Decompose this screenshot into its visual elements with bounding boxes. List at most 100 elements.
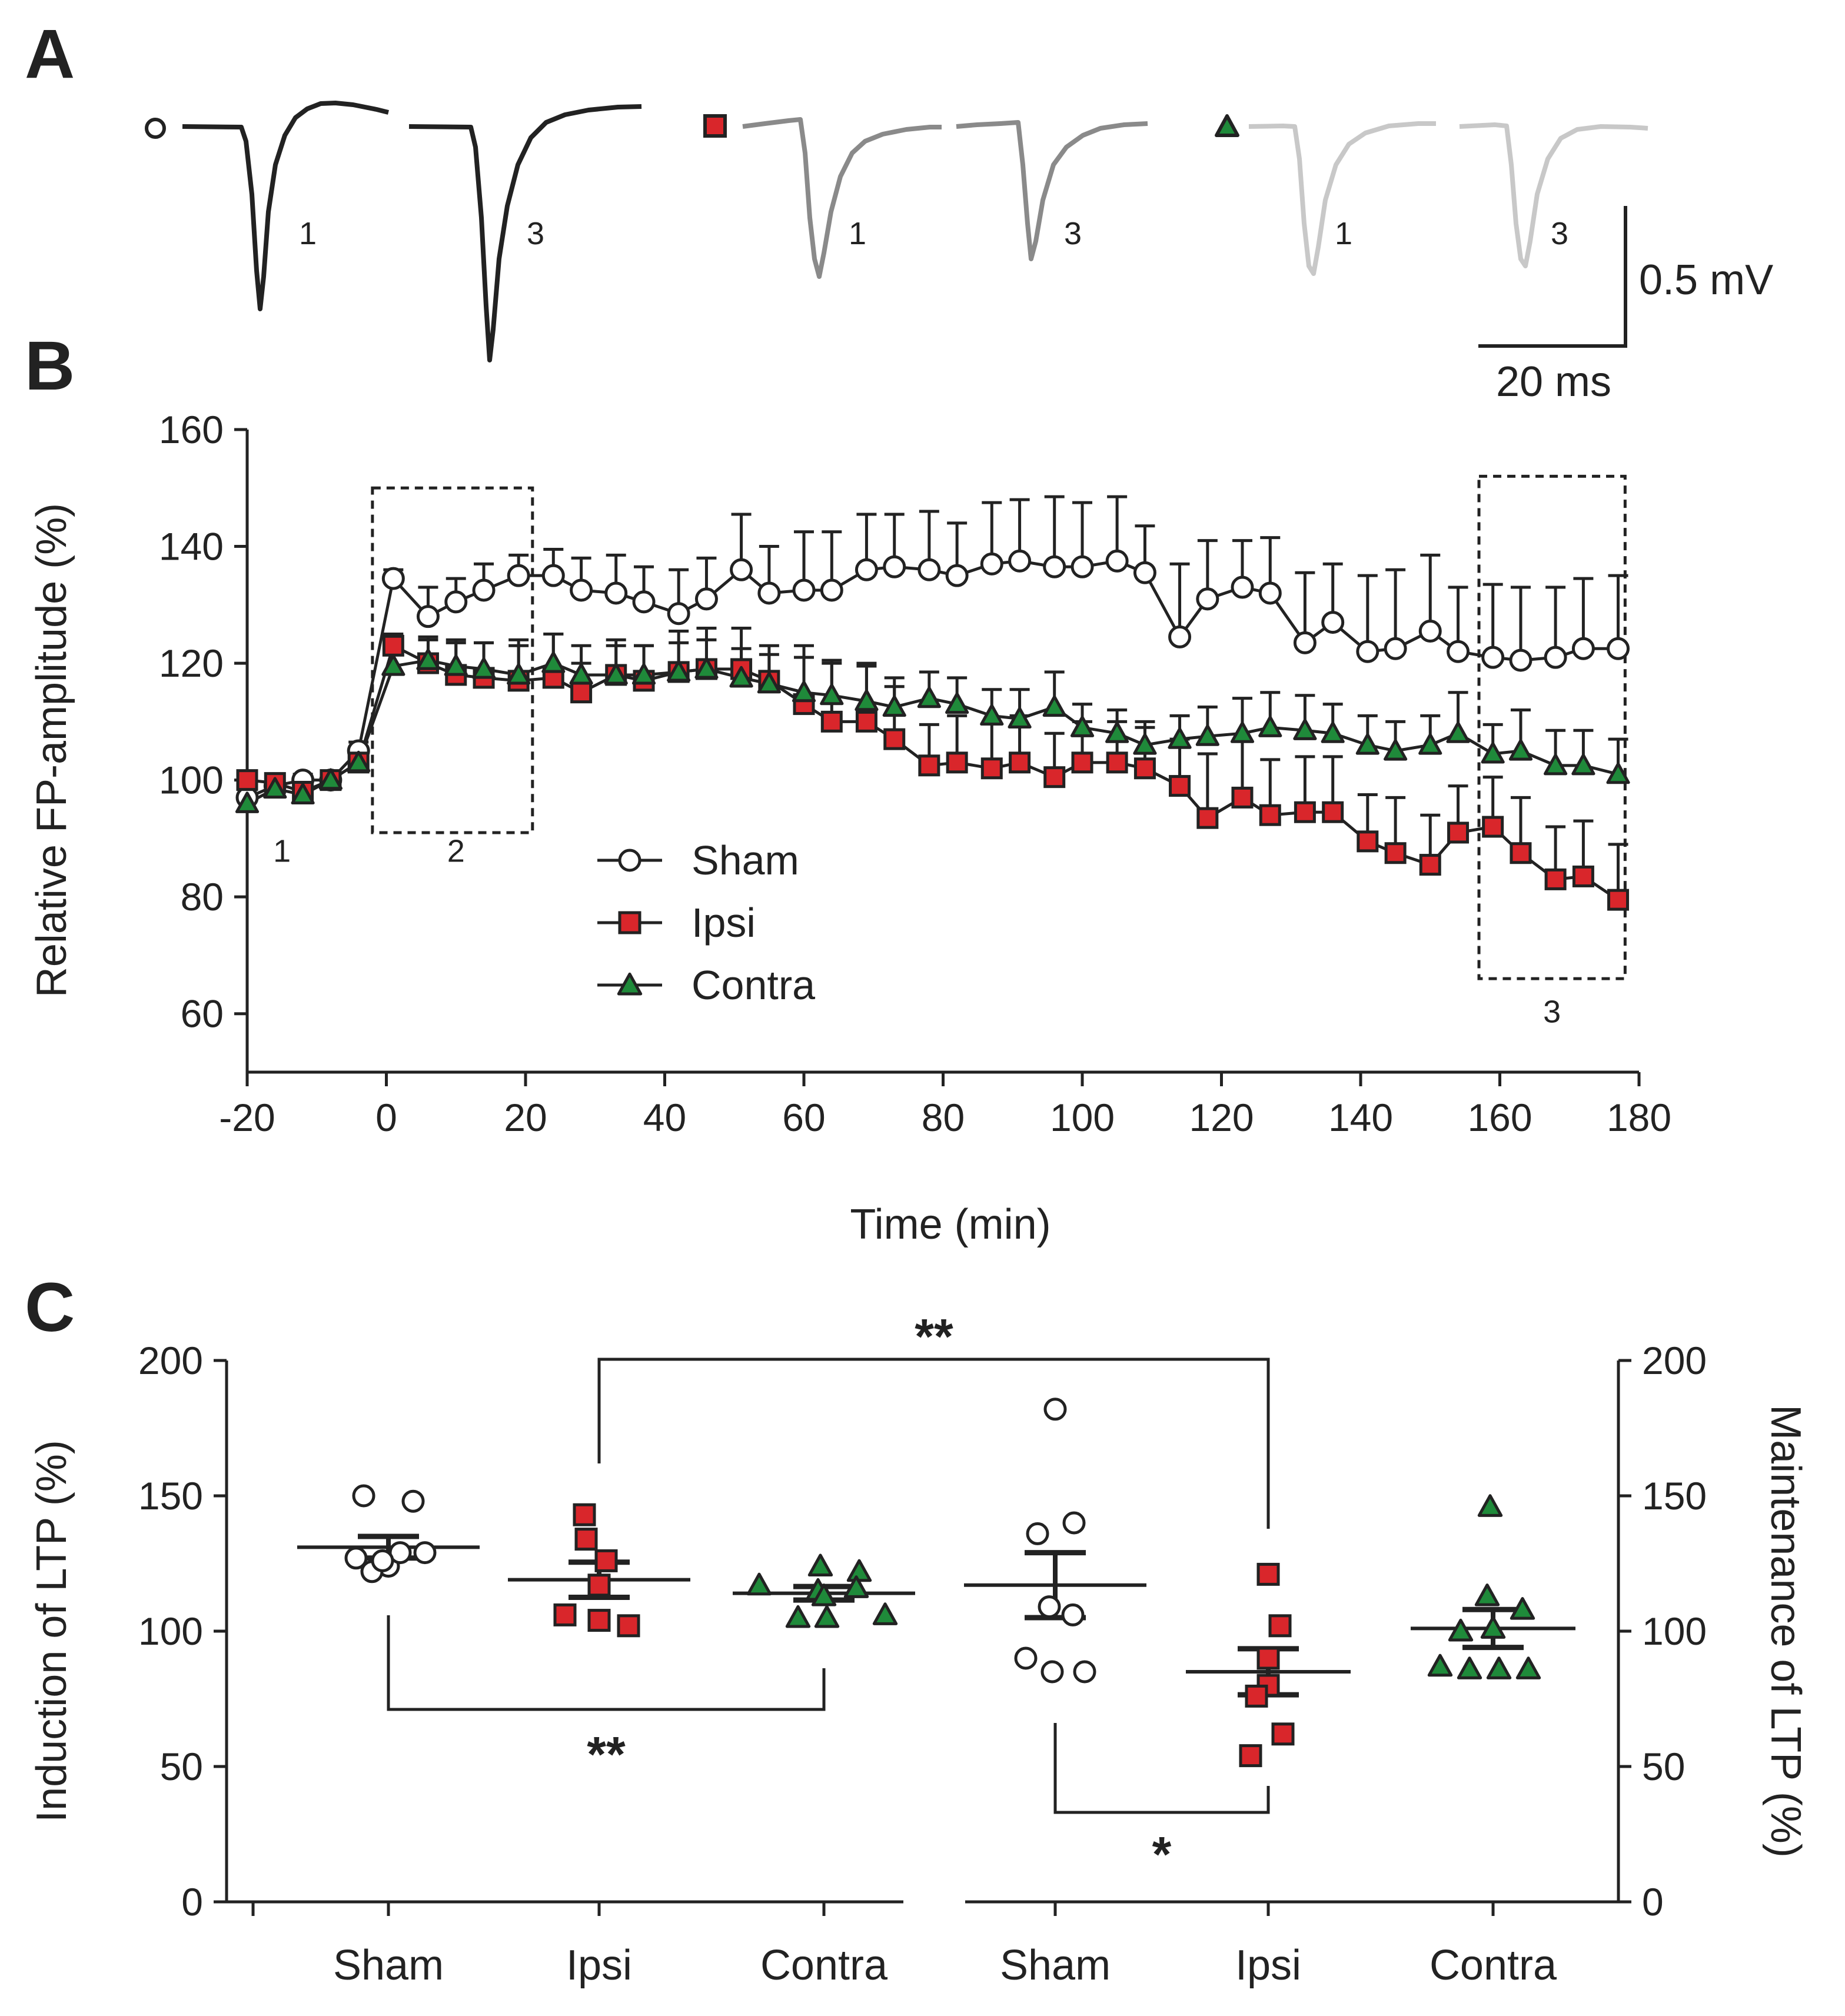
right-y-tick-label: 0 — [1642, 1880, 1664, 1924]
data-point-contra — [694, 657, 719, 679]
data-point-contra — [471, 657, 496, 679]
y-tick-label: 160 — [159, 408, 224, 451]
data-point-contra — [667, 660, 691, 682]
trace-sham-marker — [145, 118, 166, 139]
data-point-ipsi — [1482, 816, 1504, 838]
data-point-ipsi — [946, 751, 968, 774]
data-point-ipsi — [1510, 842, 1532, 864]
scale-bar-time: 20 ms — [1496, 358, 1611, 405]
data-point-contra — [1448, 1618, 1474, 1642]
data-point-contra — [1008, 707, 1032, 728]
data-point-sham — [917, 558, 941, 581]
data-point-sham — [444, 590, 468, 614]
data-point-contra — [263, 777, 287, 799]
data-point-ipsi — [1196, 807, 1219, 829]
data-point-contra — [631, 663, 656, 685]
category-label-sham: Sham — [333, 1942, 444, 1989]
data-point-contra — [1510, 1597, 1535, 1620]
x-tick-label: 160 — [1467, 1096, 1532, 1139]
data-point-ipsi — [587, 1609, 611, 1632]
legend-marker-sham — [618, 849, 641, 872]
legend-marker-contra — [617, 972, 643, 996]
series-contra — [237, 632, 1628, 805]
data-point-sham — [1133, 561, 1156, 584]
data-point-sham — [604, 581, 628, 605]
category-label-ipsi: Ipsi — [1235, 1942, 1301, 1989]
data-point-contra — [1418, 733, 1442, 755]
y-axis-title: Relative FP-amplitude (%) — [28, 503, 75, 997]
significance-bracket — [387, 1615, 826, 1711]
data-point-contra — [757, 671, 781, 694]
category-label-contra: Contra — [1430, 1942, 1557, 1989]
markers-contra — [235, 648, 1630, 813]
timecourse-chart: 60 80 100 120 140 160 -20 0 20 40 60 80 100 120 140 160… — [28, 408, 1671, 1248]
markers-ipsi — [236, 634, 1630, 911]
panel-a-label: A — [25, 15, 75, 93]
data-point-contra — [1480, 1616, 1506, 1639]
period-label-3: 3 — [1543, 994, 1561, 1030]
trace-sham-label-1: 1 — [299, 216, 317, 251]
data-point-sham — [820, 578, 843, 602]
data-point-contra — [1571, 753, 1595, 776]
data-point-sham — [1356, 640, 1379, 663]
data-point-contra — [1384, 738, 1408, 761]
x-tick-label: 100 — [1050, 1096, 1115, 1139]
left-y-tick-label: 150 — [138, 1474, 203, 1518]
group-right-sham — [964, 1398, 1146, 1684]
y-tick-label: 120 — [159, 641, 224, 685]
trace-ipsi-1 — [742, 117, 942, 279]
period-label-2: 2 — [447, 834, 465, 869]
data-point-sham — [757, 581, 781, 605]
data-point-sham — [980, 552, 1003, 575]
category-label-sham: Sham — [1000, 1942, 1111, 1989]
data-point-ipsi — [820, 710, 843, 733]
data-point-contra — [444, 654, 468, 676]
markers-sham — [235, 549, 1630, 809]
left-y-tick-label: 100 — [138, 1609, 203, 1653]
right-y-tick-label: 200 — [1642, 1339, 1707, 1382]
data-point-sham — [1008, 549, 1032, 573]
data-point-sham — [883, 555, 906, 578]
data-point-sham — [1043, 1398, 1067, 1421]
legend-label-ipsi: Ipsi — [692, 900, 756, 946]
data-point-sham — [1418, 619, 1442, 643]
data-point-ipsi — [855, 710, 877, 733]
data-point-ipsi — [1133, 757, 1156, 780]
data-point-ipsi — [573, 1503, 596, 1526]
data-point-contra — [1230, 721, 1255, 743]
left-y-tick-label: 50 — [160, 1745, 203, 1788]
data-point-contra — [235, 791, 260, 813]
data-point-ipsi — [1447, 821, 1470, 844]
group-right-contra — [1411, 1494, 1575, 1679]
data-point-sham — [1384, 637, 1407, 660]
data-point-ipsi — [980, 757, 1003, 780]
data-point-contra — [541, 651, 566, 673]
data-point-ipsi — [1231, 786, 1254, 809]
data-point-sham — [1293, 631, 1317, 654]
data-point-contra — [1474, 1583, 1500, 1606]
data-point-contra — [1105, 721, 1129, 743]
data-point-contra — [792, 680, 816, 703]
data-point-ipsi — [1043, 766, 1066, 789]
panel-c-label: C — [25, 1269, 75, 1346]
data-point-ipsi — [594, 1549, 618, 1572]
data-point-ipsi — [1544, 868, 1567, 890]
data-point-sham — [1196, 587, 1219, 611]
data-point-ipsi — [1607, 889, 1630, 911]
data-point-contra — [1486, 1656, 1512, 1679]
data-point-contra — [1258, 716, 1282, 737]
data-point-sham — [416, 605, 440, 628]
trace-contra-marker — [1215, 114, 1239, 137]
data-point-sham — [1014, 1646, 1038, 1670]
data-point-contra — [1481, 741, 1505, 764]
data-point-contra — [811, 1583, 837, 1606]
data-point-ipsi — [587, 1573, 611, 1597]
data-point-contra — [318, 768, 343, 790]
data-point-contra — [1544, 753, 1568, 776]
x-tick-label: 60 — [782, 1096, 825, 1139]
data-point-sham — [344, 1546, 368, 1570]
data-point-sham — [381, 567, 405, 590]
data-point-contra — [843, 1575, 869, 1598]
left-y-tick-label: 200 — [138, 1339, 203, 1382]
